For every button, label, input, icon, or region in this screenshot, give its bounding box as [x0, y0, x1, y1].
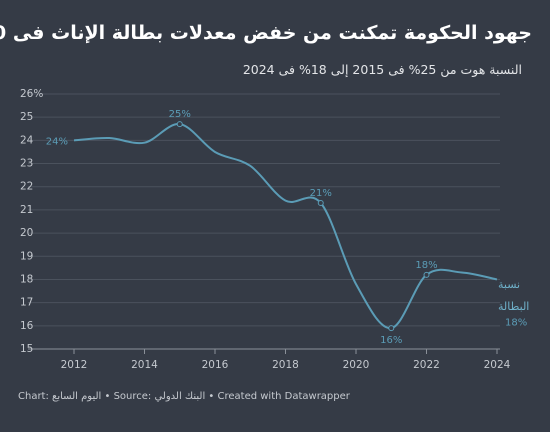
x-tick-label: 2014 [131, 359, 158, 371]
x-tick-label: 2016 [202, 359, 229, 371]
point-marker [388, 325, 395, 332]
data-label: 18% [415, 260, 437, 271]
data-label: 18% [505, 317, 527, 328]
point-marker [176, 121, 183, 128]
y-tick-label: 19 [20, 250, 33, 262]
y-tick-label: 24 [20, 134, 34, 146]
y-tick-label: 18 [20, 273, 33, 285]
y-tick-label: 15 [20, 343, 33, 355]
y-tick-label: 16 [20, 320, 34, 332]
y-tick-label: 23 [20, 158, 33, 170]
x-tick-label: 2024 [484, 359, 511, 371]
data-label: 24% [46, 136, 68, 147]
data-label: 21% [310, 188, 332, 199]
y-tick-label: 22 [20, 181, 33, 193]
y-tick-label: 21 [20, 204, 33, 216]
line [73, 123, 498, 330]
point-marker [423, 271, 430, 278]
chart-subtitle: النسبة هوت من 25% فى 2015 إلى 18% فى 202… [242, 62, 522, 77]
footer: Chart: اليوم السابع • Source: البنك الدو… [18, 391, 350, 402]
x-tick-label: 2018 [272, 359, 299, 371]
chart-title: جهود الحكومة تمكنت من خفض معدلات بطالة ا… [0, 22, 532, 44]
x-tick-label: 2012 [61, 359, 88, 371]
series-label: نسبة البطالة [498, 278, 530, 313]
y-tick-label: 25 [20, 111, 33, 123]
data-label: 16% [380, 335, 402, 346]
x-tick-label: 2022 [413, 359, 440, 371]
y-tick-label: 17 [20, 297, 33, 309]
data-label: 25% [169, 109, 191, 120]
x-tick-label: 2020 [343, 359, 370, 371]
point-marker [317, 199, 324, 206]
y-tick-label: 20 [20, 227, 33, 239]
y-tick-label: 26% [20, 88, 43, 100]
